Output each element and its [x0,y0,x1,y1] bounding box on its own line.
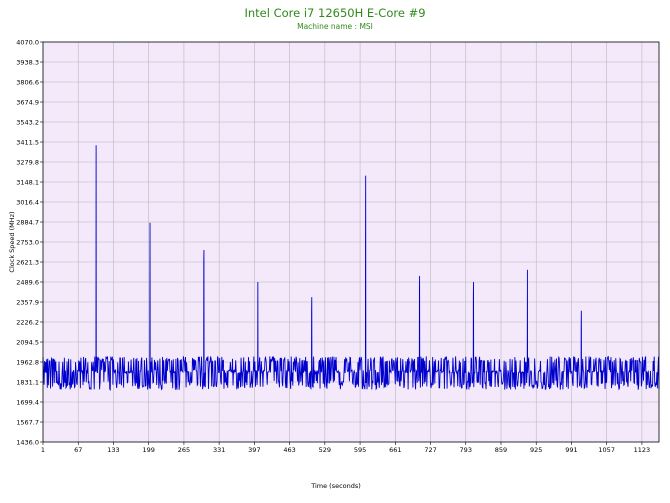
x-tick-label: 133 [107,446,119,454]
series-line-group [42,145,660,391]
x-tick-label: 529 [319,446,331,454]
x-tick-label: 397 [248,446,260,454]
x-axis-ticks: 1 67 133 199 265 331 397 463 529 595 661 727 793 859 9… [41,442,650,454]
y-tick-label: 4070.0 [16,38,39,46]
x-tick-label: 595 [354,446,366,454]
x-axis-label: Time (seconds) [310,482,361,490]
y-tick-label: 2753.0 [16,238,39,246]
chart-title: Intel Core i7 12650H E-Core #9 [244,6,425,20]
chart-subtitle: Machine name : MSI [297,22,373,31]
y-tick-label: 3016.4 [16,198,39,206]
y-tick-label: 2226.2 [16,318,39,326]
x-tick-label: 1057 [598,446,615,454]
y-tick-label: 2884.7 [16,218,39,226]
y-tick-label: 1962.8 [16,358,39,366]
x-tick-label: 925 [530,446,542,454]
x-tick-label: 67 [74,446,82,454]
y-tick-label: 3806.6 [16,78,39,86]
x-tick-label: 859 [495,446,507,454]
y-tick-label: 2357.9 [16,298,39,306]
y-tick-label: 3148.1 [16,178,39,186]
y-tick-label: 3543.2 [16,118,39,126]
y-tick-label: 2094.5 [16,338,39,346]
clock-speed-series-line [42,145,660,391]
y-tick-label: 1699.4 [16,398,39,406]
y-tick-label: 3411.5 [16,138,39,146]
y-tick-label: 1436.0 [16,438,39,446]
y-tick-label: 2621.3 [16,258,39,266]
x-tick-label: 265 [178,446,190,454]
x-tick-label: 793 [460,446,472,454]
x-tick-label: 463 [283,446,295,454]
x-tick-label: 1 [41,446,45,454]
y-tick-label: 1567.7 [16,418,39,426]
y-axis-ticks: 4070.0 3938.3 3806.6 3674.9 3543.2 3411.5 3279… [16,38,43,446]
x-tick-label: 1123 [634,446,651,454]
y-tick-label: 3938.3 [16,58,39,66]
x-tick-label: 727 [424,446,436,454]
y-axis-label: Clock Speed (MHz) [8,211,16,272]
y-tick-label: 3674.9 [16,98,39,106]
y-tick-label: 2489.6 [16,278,39,286]
y-tick-label: 1831.1 [16,378,39,386]
y-tick-label: 3279.8 [16,158,39,166]
x-tick-label: 331 [213,446,225,454]
x-tick-label: 991 [565,446,577,454]
x-tick-label: 661 [389,446,401,454]
x-tick-label: 199 [142,446,154,454]
